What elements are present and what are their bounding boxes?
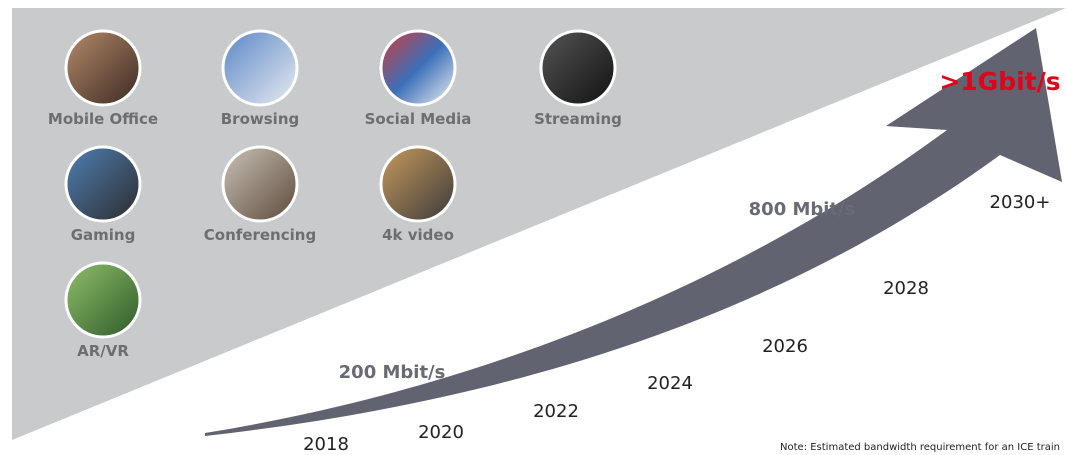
footnote: Note: Estimated bandwidth requirement fo… [780,442,1060,453]
app-icon [381,31,455,105]
year-label: 2018 [303,434,349,455]
bandwidth-label: 200 Mbit/s [339,362,446,383]
background-wedge [12,8,1066,440]
app-label: Conferencing [204,226,316,244]
year-label: 2026 [762,336,808,357]
app-icon [66,31,140,105]
app-label: Gaming [71,226,136,244]
app-icon [541,31,615,105]
year-label: 2028 [883,278,929,299]
app-icon [66,147,140,221]
year-label: 2020 [418,422,464,443]
app-label: Browsing [221,110,299,128]
bandwidth-target: >1Gbit/s [939,67,1060,96]
bandwidth-label: 800 Mbit/s [749,199,856,220]
year-label: 2030+ [990,192,1051,213]
infographic: Mobile Office Browsing Social Media Streami… [0,0,1066,455]
app-label: AR/VR [77,342,129,360]
app-icon [66,263,140,337]
app-label: Mobile Office [48,110,158,128]
app-label: 4k video [382,226,454,244]
app-label: Social Media [365,110,472,128]
year-label: 2024 [647,373,693,394]
app-icon [381,147,455,221]
year-label: 2022 [533,401,579,422]
app-icon [223,31,297,105]
app-label: Streaming [534,110,622,128]
app-icon [223,147,297,221]
